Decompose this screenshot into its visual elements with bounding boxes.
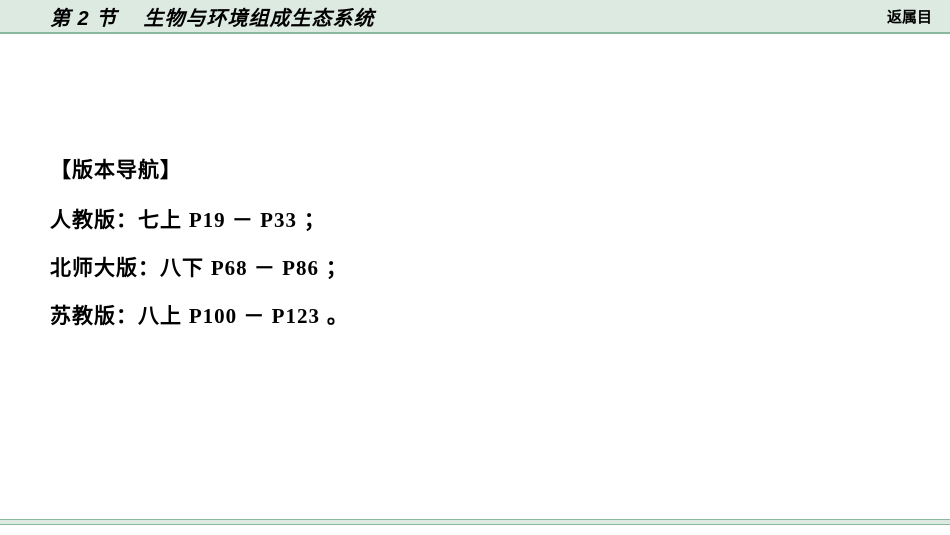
page-start: P100 (189, 304, 237, 328)
version-grade: 八上 (138, 305, 189, 328)
return-link[interactable]: 返属目 (887, 6, 932, 27)
line-suffix: ； (319, 257, 348, 280)
version-label: 北师大版： (50, 257, 160, 280)
version-label: 苏教版： (50, 305, 138, 328)
page-separator: － (237, 304, 272, 328)
page-footer (0, 519, 950, 525)
page-separator: － (226, 208, 261, 232)
version-renjiao: 人教版：七上 P19 － P33 ； (50, 204, 900, 234)
page-end: P86 (282, 256, 319, 280)
section-title-text: 生物与环境组成生态系统 (144, 8, 375, 30)
page-end: P123 (272, 304, 320, 328)
version-grade: 七上 (138, 209, 189, 232)
version-grade: 八下 (160, 257, 211, 280)
version-beishida: 北师大版：八下 P68 － P86 ； (50, 252, 900, 282)
page-end: P33 (260, 208, 297, 232)
version-sujiao: 苏教版：八上 P100 － P123 。 (50, 300, 900, 330)
section-number: 第 2 节 (50, 8, 117, 30)
page-separator: － (248, 256, 283, 280)
version-label: 人教版： (50, 209, 138, 232)
main-content: 【版本导航】 人教版：七上 P19 － P33 ； 北师大版：八下 P68 － … (0, 34, 950, 330)
version-nav-header: 【版本导航】 (50, 154, 900, 184)
line-suffix: ； (297, 209, 326, 232)
page-start: P19 (189, 208, 226, 232)
page-start: P68 (211, 256, 248, 280)
line-suffix: 。 (320, 305, 349, 328)
section-title: 第 2 节 生物与环境组成生态系统 (50, 2, 375, 31)
page-header: 第 2 节 生物与环境组成生态系统 返属目 (0, 0, 950, 34)
